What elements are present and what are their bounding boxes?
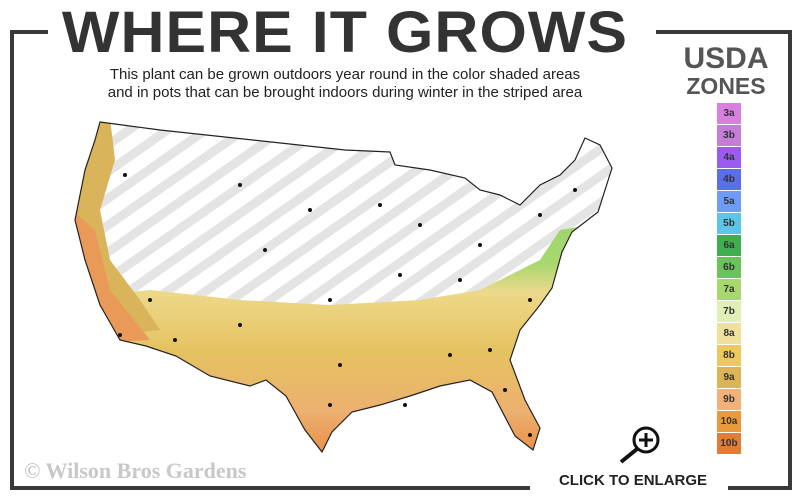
legend-title-line-1: USDA: [683, 42, 769, 75]
subtitle-line-1: This plant can be grown outdoors year ro…: [109, 66, 581, 83]
frame-bottom-left: [10, 486, 530, 490]
page-subtitle: This plant can be grown outdoors year ro…: [50, 66, 640, 102]
legend-zone-9b: 9b: [717, 389, 741, 411]
legend-zone-4b: 4b: [717, 169, 741, 191]
page-title: WHERE IT GROWS: [61, 0, 629, 65]
city-markers: [118, 173, 577, 437]
legend-zone-6a: 6a: [717, 235, 741, 257]
magnify-plus-icon[interactable]: [618, 424, 664, 464]
frame-right: [788, 30, 792, 490]
legend-zone-8b: 8b: [717, 345, 741, 367]
legend-zone-10b: 10b: [717, 433, 741, 455]
frame-top-left: [10, 30, 48, 34]
legend-zone-8a: 8a: [717, 323, 741, 345]
legend-zone-3a: 3a: [717, 103, 741, 125]
legend-zone-9a: 9a: [717, 367, 741, 389]
map-regions: [75, 122, 612, 452]
zone-legend: 3a 3b 4a 4b 5a 5b 6a 6b 7a 7b 8a 8b 9a 9b 10a 10b: [717, 103, 741, 455]
frame-top-right: [656, 30, 792, 34]
click-to-enlarge-button[interactable]: CLICK TO ENLARGE: [558, 472, 708, 489]
legend-zone-5a: 5a: [717, 191, 741, 213]
legend-zone-10a: 10a: [717, 411, 741, 433]
legend-title: USDA ZONES: [676, 42, 776, 99]
legend-zone-3b: 3b: [717, 125, 741, 147]
subtitle-line-2: and in pots that can be brought indoors …: [107, 84, 583, 101]
legend-zone-7b: 7b: [717, 301, 741, 323]
legend-zone-5b: 5b: [717, 213, 741, 235]
frame-left: [10, 30, 14, 490]
legend-zone-7a: 7a: [717, 279, 741, 301]
frame-bottom-right: [728, 486, 792, 490]
copyright-watermark: © Wilson Bros Gardens: [24, 458, 247, 483]
legend-title-line-2: ZONES: [686, 73, 766, 99]
legend-zone-4a: 4a: [717, 147, 741, 169]
legend-zone-6b: 6b: [717, 257, 741, 279]
